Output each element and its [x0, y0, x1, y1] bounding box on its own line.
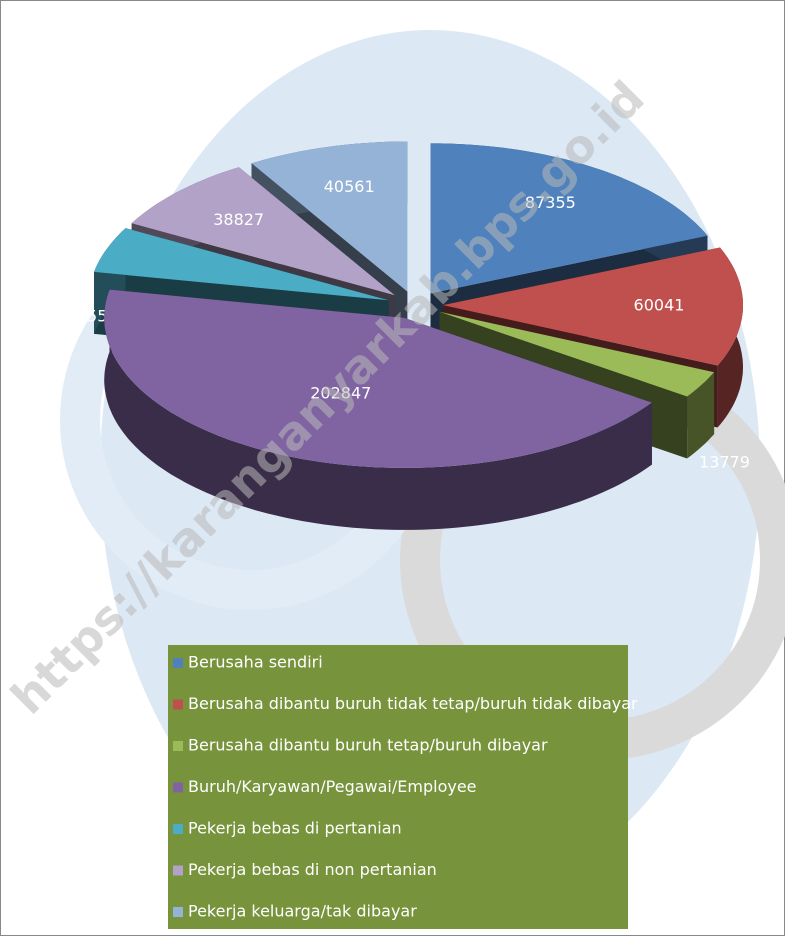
legend-label: Berusaha sendiri — [188, 653, 323, 672]
data-label: 13779 — [699, 452, 750, 471]
legend-swatch — [173, 907, 183, 917]
legend-swatch — [173, 783, 183, 793]
legend-swatch — [173, 741, 183, 751]
legend-label: Pekerja bebas di non pertanian — [188, 860, 437, 879]
legend-swatch — [173, 866, 183, 876]
legend-swatch — [173, 824, 183, 834]
data-label: 23155 — [56, 307, 107, 326]
legend-label: Buruh/Karyawan/Pegawai/Employee — [188, 777, 477, 796]
legend-swatch — [173, 700, 183, 710]
legend-label: Berusaha dibantu buruh tidak tetap/buruh… — [188, 694, 638, 713]
legend-swatch — [173, 658, 183, 668]
legend-label: Pekerja keluarga/tak dibayar — [188, 902, 417, 921]
legend-label: Pekerja bebas di pertanian — [188, 819, 402, 838]
data-label: 40561 — [324, 177, 375, 196]
data-label: 38827 — [213, 210, 264, 229]
chart: 405618735538827231556004113779202847 Ber… — [0, 0, 785, 936]
legend-label: Berusaha dibantu buruh tetap/buruh dibay… — [188, 736, 548, 755]
data-label: 60041 — [634, 296, 685, 315]
